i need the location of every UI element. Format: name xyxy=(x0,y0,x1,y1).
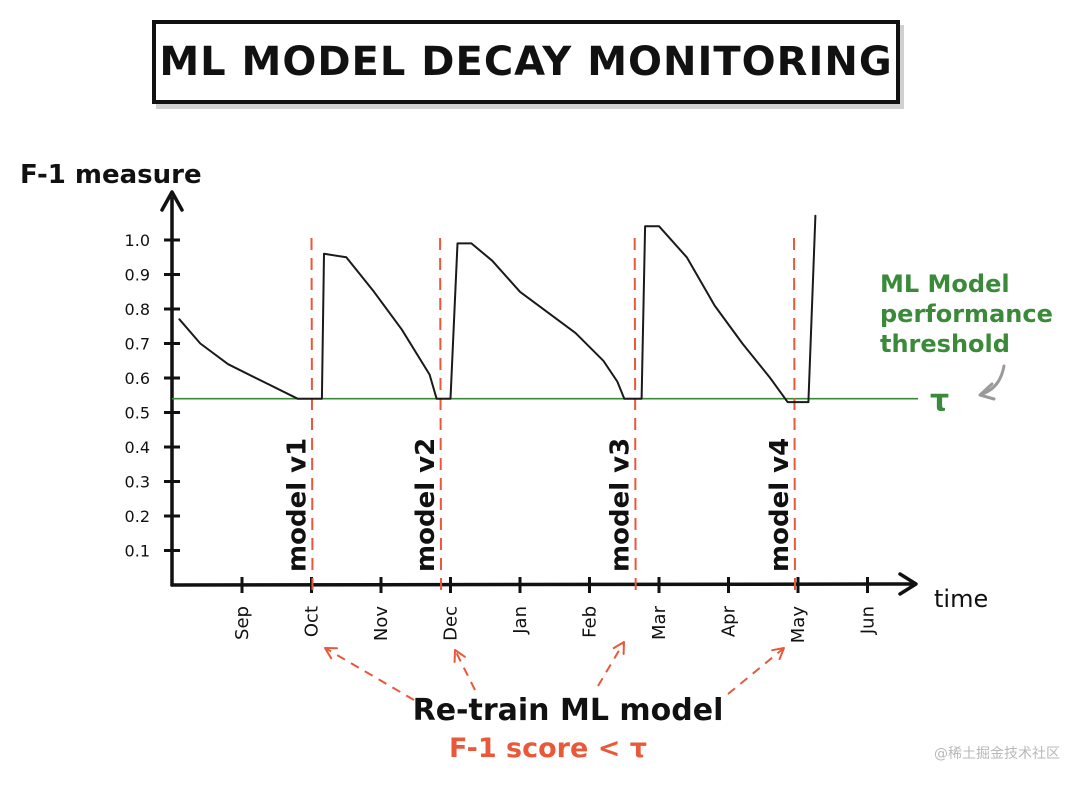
x-tick-label: Feb xyxy=(580,606,601,638)
retrain-arrow-line xyxy=(454,649,476,691)
x-tick-label: Apr xyxy=(719,605,740,637)
y-tick-label: 0.2 xyxy=(125,507,150,526)
axes: F-1 measure time 0.1 0.2 0.3 0.4 0.5 0.6 0.7 0.8 0… xyxy=(20,160,988,643)
retrain-condition-text: F-1 score < τ xyxy=(449,733,647,764)
y-tick-label: 1.0 xyxy=(125,231,150,250)
y-tick-label: 0.1 xyxy=(125,542,150,561)
threshold-label-line: ML Model xyxy=(880,270,1010,298)
threshold-symbol: τ xyxy=(930,384,949,419)
retrain-layer: model v1 model v2 model v3 model v4 xyxy=(283,237,796,591)
retrain-arrowhead xyxy=(612,641,625,655)
annotation-layer: Re-train ML model F-1 score < τ xyxy=(324,641,785,764)
x-tick-label: Jan xyxy=(510,606,531,635)
retrain-arrowhead xyxy=(324,647,338,660)
y-tick-label: 0.3 xyxy=(125,473,150,492)
y-axis-arrow xyxy=(160,190,184,212)
model-version-label: model v3 xyxy=(606,438,636,572)
model-version-label: model v2 xyxy=(411,438,441,572)
y-tick-label: 0.5 xyxy=(125,404,150,423)
y-tick-label: 0.4 xyxy=(125,438,150,457)
x-tick-label: Oct xyxy=(302,606,323,637)
retrain-arrow-line xyxy=(324,647,415,701)
x-tick-label: Sep xyxy=(232,606,253,640)
series-layer xyxy=(178,214,817,404)
x-axis-line xyxy=(170,582,914,587)
model-version-label: model v4 xyxy=(765,438,795,572)
y-tick-label: 0.6 xyxy=(125,369,150,388)
threshold-pointer-arrow xyxy=(980,364,1006,396)
y-tick-label: 0.9 xyxy=(125,266,150,285)
y-tick-label: 0.7 xyxy=(125,335,150,354)
x-axis-arrow xyxy=(898,572,918,596)
threshold-pointer-arrowhead xyxy=(978,382,996,401)
x-axis-title: time xyxy=(934,585,988,613)
f1-score-line xyxy=(178,214,817,404)
retrain-annotation-text: Re-train ML model xyxy=(413,693,724,728)
chart-title: ML MODEL DECAY MONITORING xyxy=(159,39,893,85)
retrain-arrowhead xyxy=(771,647,785,661)
title-box: ML MODEL DECAY MONITORING xyxy=(152,20,900,104)
threshold-label-line: performance xyxy=(880,300,1053,328)
retrain-arrow-line xyxy=(727,647,785,695)
x-tick-label: Mar xyxy=(649,605,670,640)
x-tick-label: May xyxy=(788,606,809,644)
watermark: @稀土掘金技术社区 xyxy=(934,746,1060,762)
x-tick-label: Jun xyxy=(858,606,879,635)
y-axis-title: F-1 measure xyxy=(20,160,202,190)
y-tick-label: 0.8 xyxy=(125,300,150,319)
x-tick-label: Nov xyxy=(371,606,392,641)
model-version-label: model v1 xyxy=(283,438,313,572)
threshold-label-line: threshold xyxy=(880,330,1010,358)
x-tick-label: Dec xyxy=(441,606,462,641)
retrain-arrowhead xyxy=(453,649,466,663)
retrain-arrow-line xyxy=(597,641,625,687)
